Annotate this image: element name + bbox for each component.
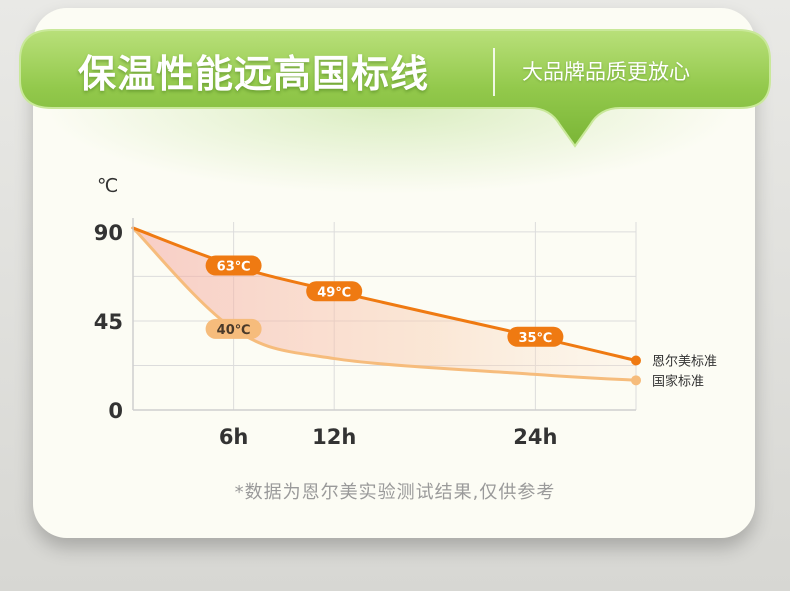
legend-label: 恩尔美标准	[652, 355, 717, 370]
y-unit-label: ℃	[97, 175, 118, 197]
data-label: 63℃	[217, 260, 251, 275]
legend-dot	[631, 375, 641, 386]
y-tick-label: 90	[94, 221, 123, 245]
data-label-pill	[205, 255, 262, 276]
banner-divider	[493, 48, 495, 96]
axes: ℃ 0 45 90 6h 12h 24h	[94, 175, 636, 449]
data-label: 35℃	[518, 331, 552, 346]
banner-title: 保温性能远高国标线	[78, 52, 430, 96]
y-tick-label: 0	[108, 399, 123, 423]
footnote: *数据为恩尔美实验测试结果,仅供参考	[234, 482, 556, 503]
data-label-pill	[306, 281, 363, 302]
x-tick-label: 6h	[219, 425, 249, 449]
banner	[19, 29, 771, 148]
banner-subtitle: 大品牌品质更放心	[522, 60, 690, 84]
data-label-pill	[205, 318, 262, 339]
data-label-pill	[507, 326, 564, 347]
series-line	[131, 226, 638, 382]
legend-dot	[631, 355, 641, 366]
banner-shape	[19, 29, 771, 148]
data-labels: 63℃ 49℃ 35℃ 40℃	[205, 255, 564, 347]
data-label: 40℃	[217, 323, 251, 338]
x-tick-label: 24h	[513, 425, 557, 449]
x-tick-label: 12h	[312, 425, 356, 449]
legend-label: 国家标准	[652, 373, 704, 389]
data-label: 49℃	[317, 285, 351, 300]
y-tick-label: 45	[94, 310, 123, 334]
